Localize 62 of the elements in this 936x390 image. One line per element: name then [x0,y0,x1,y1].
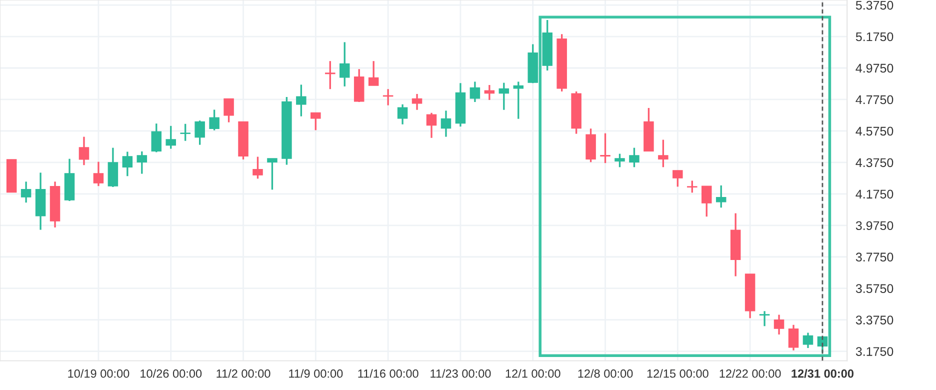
y-tick-label: 3.5750 [856,284,894,293]
candlestick [629,146,640,168]
x-tick-label: 12/31 00:00 [792,369,854,378]
candlestick [426,112,437,139]
candlestick [224,98,234,124]
x-tick-label: 11/23 00:00 [430,369,491,378]
candlestick [774,314,784,336]
x-tick-label: 11/2 00:00 [216,369,270,378]
y-tick-label: 4.3750 [856,158,894,168]
x-tick-label: 12/8 00:00 [578,369,633,378]
candlestick [180,123,190,142]
candlestick [759,310,770,327]
y-tick-label: 3.1750 [856,347,894,356]
candlestick [151,122,162,154]
candlestick [194,120,205,146]
candlestick [513,80,524,120]
candlestick [209,108,220,132]
candlestick [136,150,148,175]
y-tick-label: 3.7750 [856,252,894,262]
candlestick [267,158,278,190]
candlestick [788,324,799,352]
candlestick [166,125,176,150]
candlestick [687,180,698,194]
x-tick-label: 10/19 00:00 [68,369,130,378]
x-tick-label: 12/22 00:00 [720,369,781,378]
candlestick [600,132,610,164]
x-tick-label: 10/26 00:00 [140,369,202,378]
candlestick [397,104,408,126]
candlestick [93,160,104,187]
y-tick-label: 3.9750 [856,221,894,230]
y-tick-label: 4.7750 [856,95,894,104]
candlestick [20,180,32,204]
y-tick-label: 4.5750 [856,126,894,136]
candlestick [412,93,422,111]
candlestick [252,156,263,180]
candlestick [310,112,321,131]
y-tick-label: 5.3750 [856,0,894,10]
candlestick [498,82,510,111]
candlestick [440,110,452,138]
y-tick-label: 4.9750 [856,64,894,73]
x-tick-label: 11/16 00:00 [358,369,418,378]
candlestick [368,60,379,86]
y-tick-label: 4.1750 [856,190,894,199]
candlestick [802,332,814,349]
y-tick-label: 5.1750 [856,32,894,42]
candlestick [672,170,683,188]
candlestick [78,136,90,166]
candlestick [658,138,668,168]
candlestick [296,84,306,118]
x-tick-label: 12/15 00:00 [647,369,708,378]
candlestick [614,152,625,168]
candlestick [382,88,394,106]
y-tick-label: 3.3750 [856,316,894,324]
candlestick [470,80,480,103]
candlestick [122,150,133,177]
x-tick-label: 11/9 00:00 [289,369,343,378]
candlestick [701,185,712,218]
candlestick [716,184,726,208]
candlestick [108,146,118,188]
candlestick [325,60,336,90]
x-tick-label: 12/1 00:00 [506,369,560,378]
candlestick [339,41,350,88]
